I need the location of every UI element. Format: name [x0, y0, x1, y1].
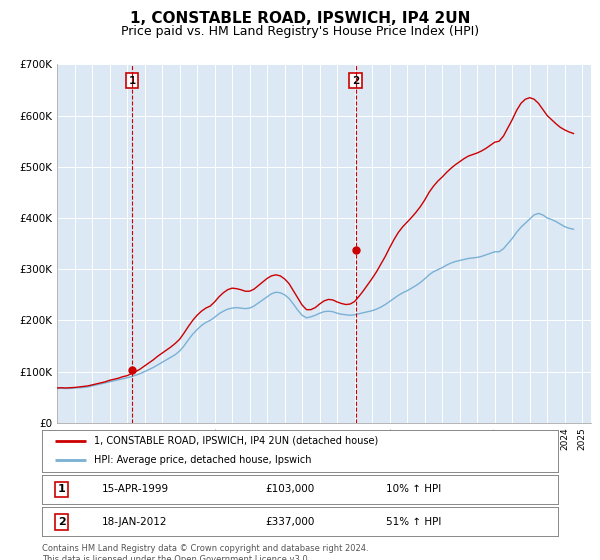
- Text: 1, CONSTABLE ROAD, IPSWICH, IP4 2UN: 1, CONSTABLE ROAD, IPSWICH, IP4 2UN: [130, 11, 470, 26]
- Text: HPI: Average price, detached house, Ipswich: HPI: Average price, detached house, Ipsw…: [94, 455, 311, 465]
- Text: £337,000: £337,000: [265, 517, 314, 527]
- Text: 18-JAN-2012: 18-JAN-2012: [102, 517, 167, 527]
- Text: Price paid vs. HM Land Registry's House Price Index (HPI): Price paid vs. HM Land Registry's House …: [121, 25, 479, 38]
- Text: 2: 2: [58, 517, 65, 527]
- Text: 2: 2: [352, 76, 359, 86]
- Text: 15-APR-1999: 15-APR-1999: [101, 484, 169, 494]
- Text: 1, CONSTABLE ROAD, IPSWICH, IP4 2UN (detached house): 1, CONSTABLE ROAD, IPSWICH, IP4 2UN (det…: [94, 436, 378, 446]
- Text: 10% ↑ HPI: 10% ↑ HPI: [386, 484, 441, 494]
- Text: 51% ↑ HPI: 51% ↑ HPI: [386, 517, 441, 527]
- Text: £103,000: £103,000: [265, 484, 314, 494]
- Text: 1: 1: [128, 76, 136, 86]
- Text: Contains HM Land Registry data © Crown copyright and database right 2024.
This d: Contains HM Land Registry data © Crown c…: [42, 544, 368, 560]
- Text: 1: 1: [58, 484, 65, 494]
